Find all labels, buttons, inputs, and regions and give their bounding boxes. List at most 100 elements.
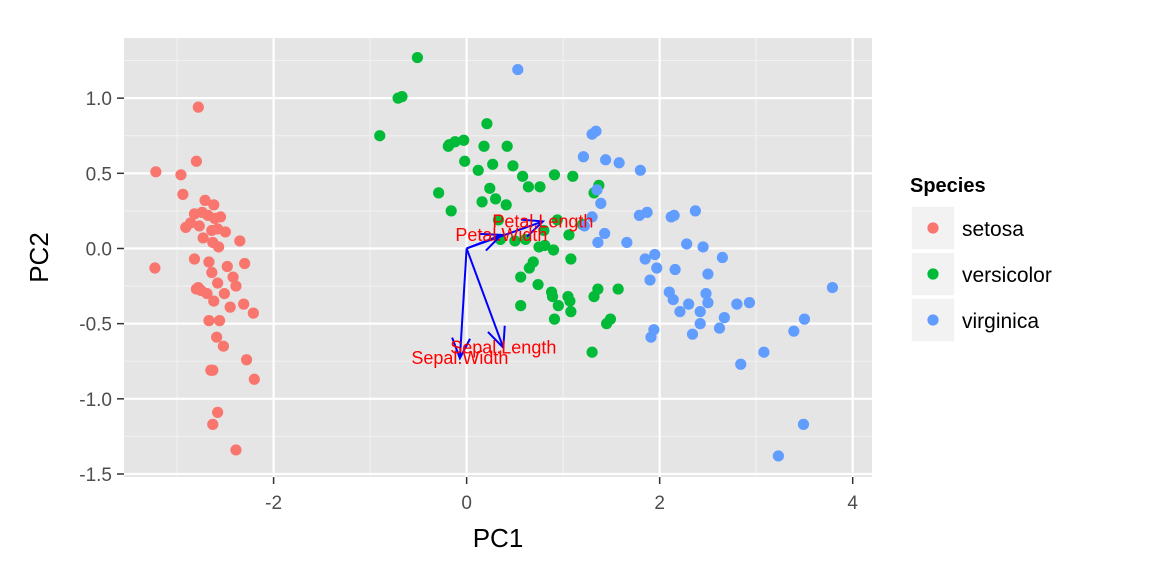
data-point-virginica <box>599 227 611 240</box>
data-point-setosa <box>212 406 224 418</box>
data-point-virginica <box>639 253 651 265</box>
data-point-versicolor <box>492 214 505 226</box>
data-point-versicolor <box>565 253 577 265</box>
data-point-versicolor <box>459 155 471 167</box>
legend-key-dot <box>927 268 939 280</box>
data-point-setosa <box>234 235 246 247</box>
data-point-setosa <box>199 194 211 206</box>
data-point-versicolor <box>523 262 535 274</box>
loading-arrow-shaft <box>466 234 502 250</box>
data-point-virginica <box>669 263 681 276</box>
data-point-virginica <box>700 287 712 300</box>
data-point-versicolor <box>546 290 559 303</box>
data-point-setosa <box>201 287 213 300</box>
data-point-versicolor <box>445 205 457 217</box>
data-point-versicolor <box>374 130 386 142</box>
data-point-virginica <box>665 211 677 223</box>
data-point-versicolor <box>507 160 519 172</box>
data-point-virginica <box>651 262 663 274</box>
data-point-versicolor <box>612 283 624 295</box>
data-point-setosa <box>219 226 231 238</box>
data-point-setosa <box>207 364 219 376</box>
data-point-versicolor <box>476 196 488 208</box>
y-tick-label: -0.5 <box>79 315 112 336</box>
data-point-virginica <box>645 331 657 343</box>
legend-key-dot <box>927 314 939 326</box>
data-point-versicolor <box>484 182 496 194</box>
data-point-setosa <box>177 188 189 200</box>
data-point-versicolor <box>433 187 445 199</box>
data-point-setosa <box>203 256 215 268</box>
y-axis: -1.5 -1.0 -0.5 0.0 0.5 1.0 <box>79 89 124 486</box>
data-point-virginica <box>674 306 686 318</box>
data-point-virginica <box>600 154 612 166</box>
y-tick-label: -1.5 <box>79 465 112 486</box>
data-point-virginica <box>591 184 603 196</box>
data-point-setosa <box>217 340 230 352</box>
data-point-setosa <box>212 277 224 289</box>
legend-key <box>910 205 956 251</box>
y-tick-label: 0.5 <box>86 164 112 185</box>
loading-label: Petal.Length <box>492 211 593 231</box>
data-point-setosa <box>175 169 187 181</box>
data-point-virginica <box>798 313 811 325</box>
data-point-virginica <box>713 322 726 334</box>
data-point-setosa <box>193 220 205 232</box>
data-point-versicolor <box>567 170 579 182</box>
plot-panel <box>124 38 872 477</box>
data-point-setosa <box>150 166 162 178</box>
data-point-virginica <box>735 358 747 370</box>
data-point-versicolor <box>481 118 493 130</box>
data-point-versicolor <box>472 164 484 176</box>
data-point-virginica <box>702 297 714 309</box>
data-point-setosa <box>239 257 251 270</box>
data-point-virginica <box>686 328 699 340</box>
data-point-versicolor <box>515 300 527 312</box>
data-point-virginica <box>667 293 679 306</box>
data-point-versicolor <box>478 140 490 152</box>
data-point-versicolor <box>500 199 512 211</box>
data-point-setosa <box>206 266 218 279</box>
data-point-setosa <box>208 199 220 211</box>
legend-title: Species <box>910 175 986 197</box>
loading-arrow-head <box>487 325 506 351</box>
data-point-virginica <box>702 268 714 280</box>
data-point-virginica <box>797 418 810 430</box>
loading-label: Sepal.Length <box>450 338 556 358</box>
data-point-setosa <box>218 287 230 300</box>
data-point-versicolor <box>517 170 529 182</box>
data-point-versicolor <box>564 295 576 307</box>
data-point-virginica <box>683 298 695 310</box>
loading-label: Sepal.Width <box>411 348 508 368</box>
data-point-versicolor <box>522 181 535 193</box>
data-point-versicolor <box>548 169 561 181</box>
data-point-virginica <box>758 346 770 358</box>
data-point-virginica <box>634 164 646 176</box>
loading-arrow-head <box>520 218 546 238</box>
data-point-setosa <box>192 101 204 113</box>
data-point-versicolor <box>600 318 613 330</box>
legend-label: versicolor <box>962 264 1052 287</box>
loading-arrow-shaft <box>458 248 468 359</box>
data-point-setosa <box>224 301 236 313</box>
data-point-virginica <box>743 297 756 309</box>
data-point-setosa <box>230 444 242 456</box>
data-point-virginica <box>772 450 784 462</box>
data-point-setosa <box>240 354 253 366</box>
data-point-virginica <box>577 151 590 163</box>
data-point-setosa <box>180 221 192 234</box>
legend: Species setosa versicolor virginica <box>910 175 1052 343</box>
loading-arrow-head <box>479 232 504 252</box>
data-point-setosa <box>221 260 233 273</box>
data-point-setosa <box>207 418 219 430</box>
data-point-virginica <box>592 236 604 249</box>
x-tick-label: 0 <box>461 493 472 514</box>
y-tick-label: -1.0 <box>79 390 112 411</box>
data-point-virginica <box>697 241 709 253</box>
data-point-versicolor <box>501 140 513 152</box>
data-point-setosa <box>213 315 226 327</box>
data-point-virginica <box>716 251 729 264</box>
y-tick-label: 1.0 <box>86 89 112 110</box>
